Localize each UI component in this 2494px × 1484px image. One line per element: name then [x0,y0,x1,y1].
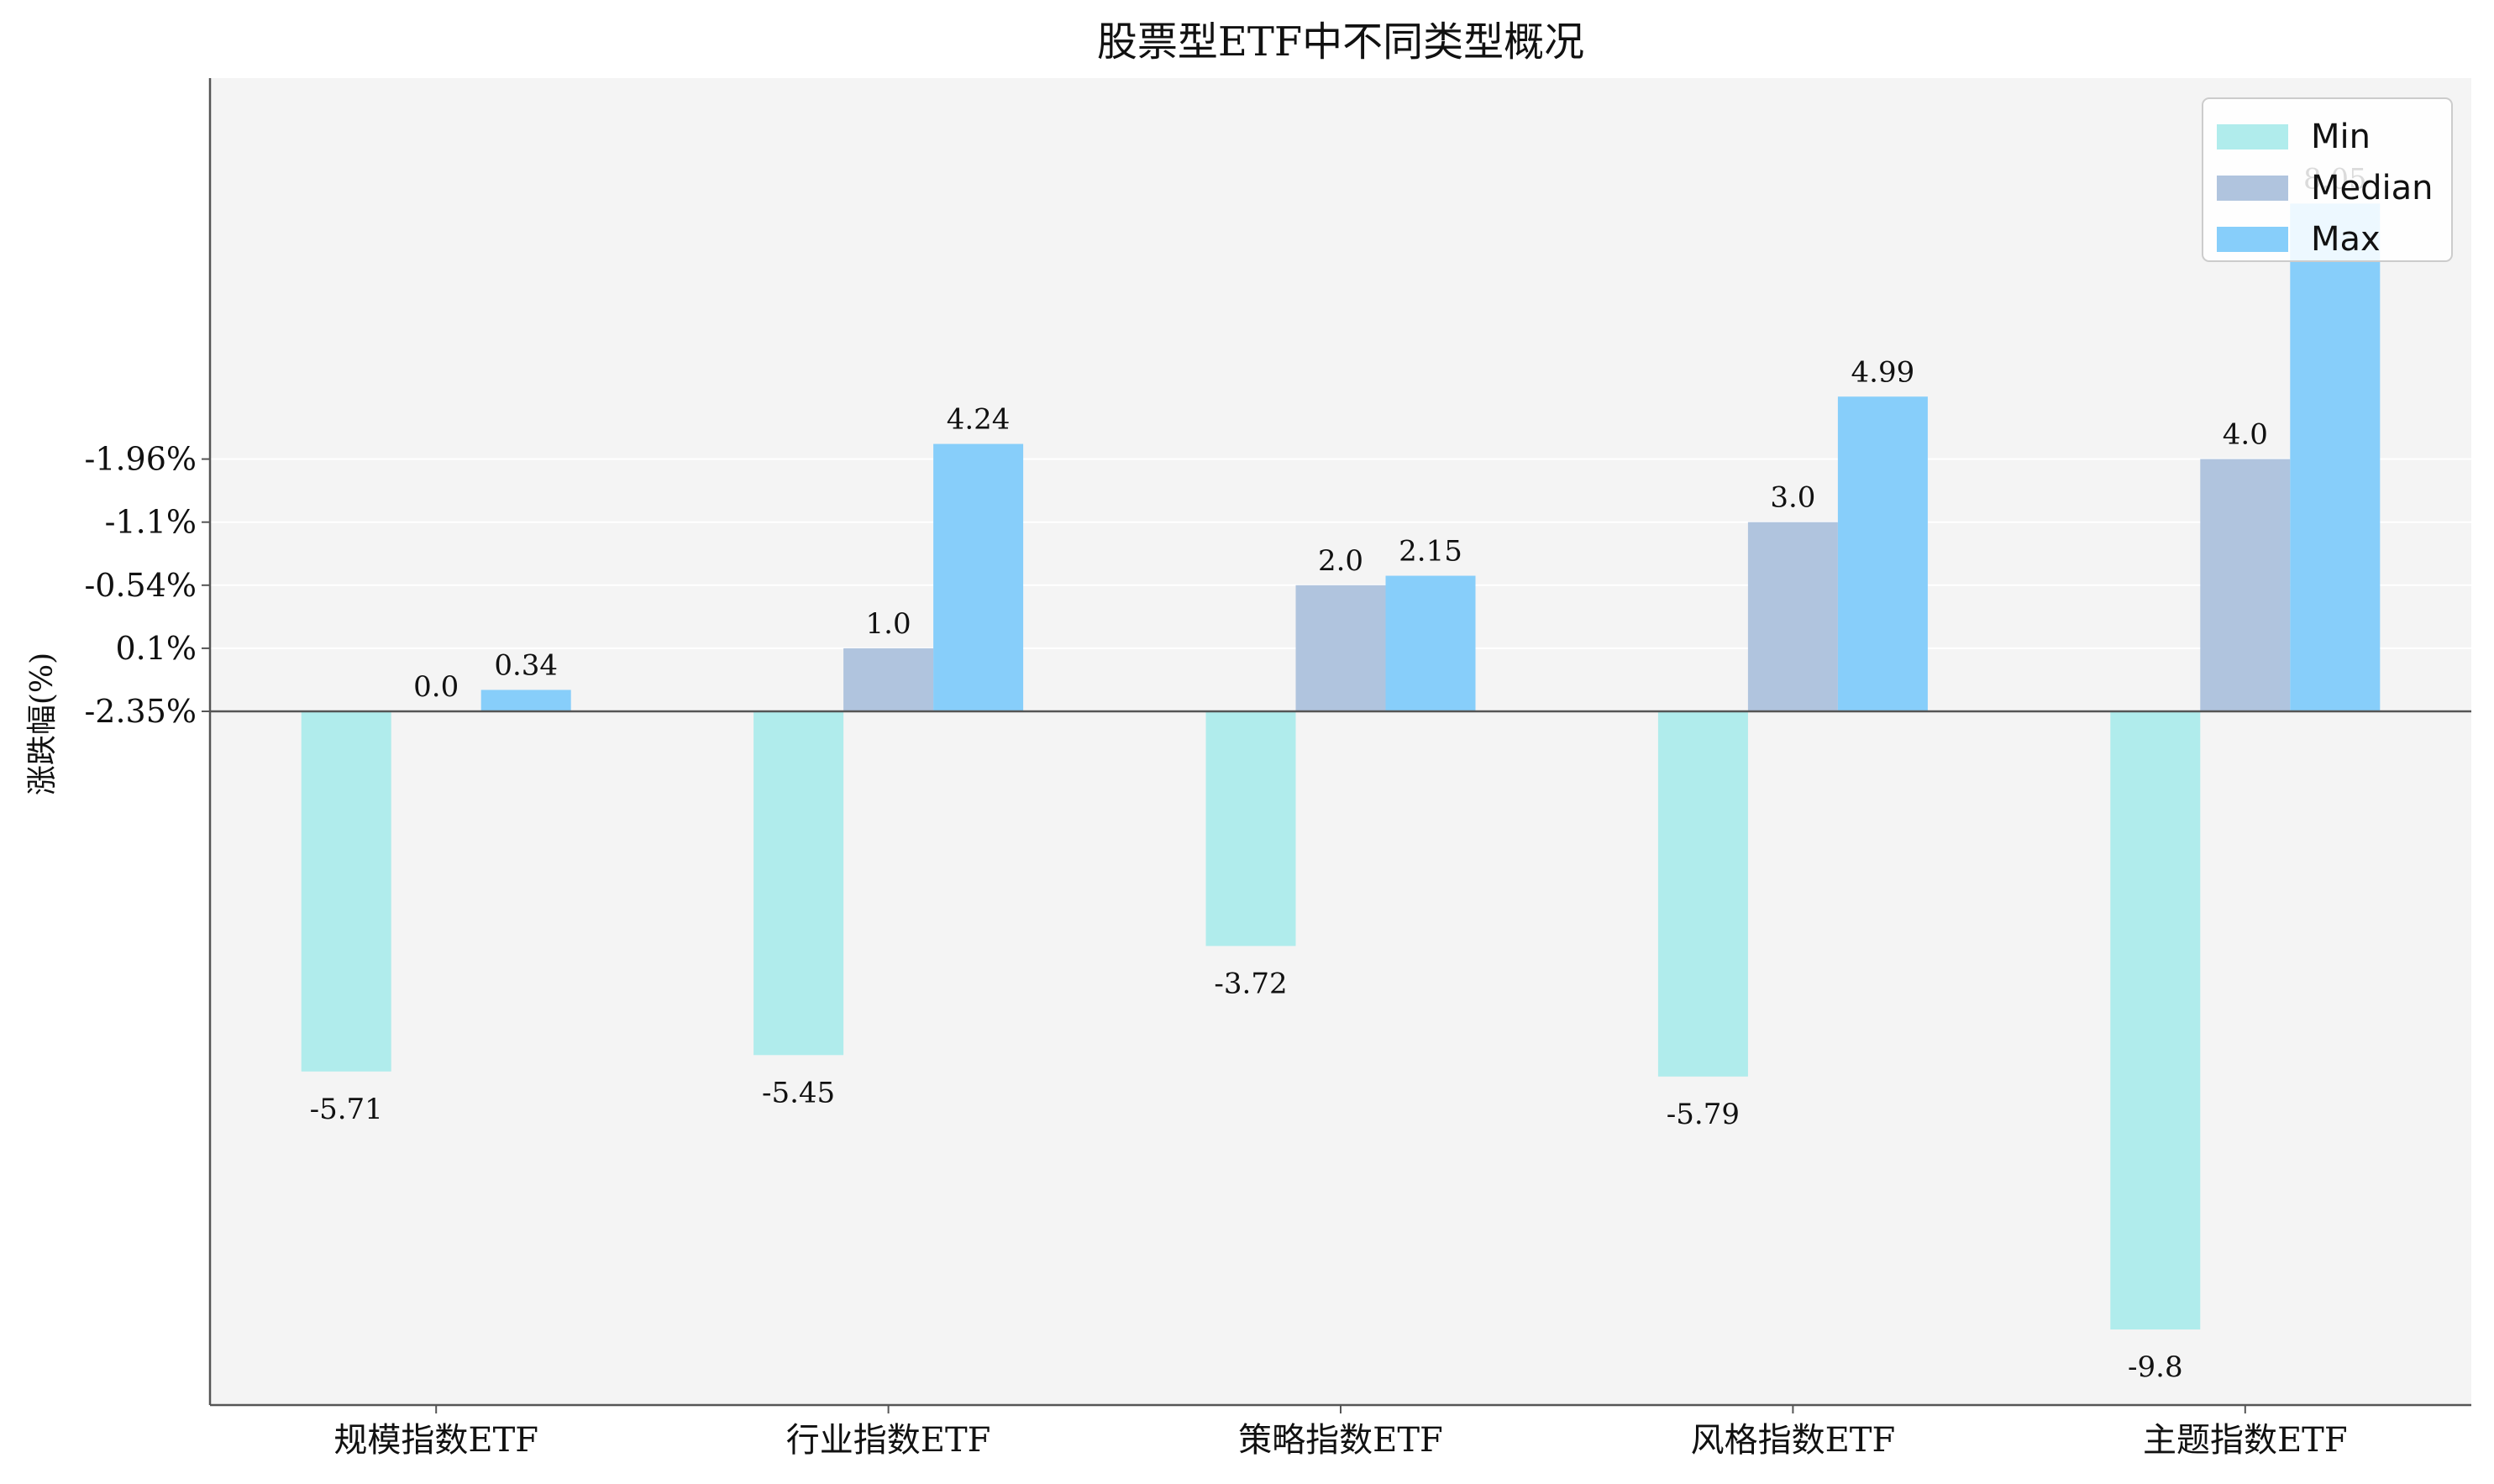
bar-max [480,690,571,711]
y-tick-label: -1.1% [105,504,197,541]
y-tick-label: -1.96% [84,441,197,478]
legend: Min Median Max [2202,97,2453,262]
bar-median [1747,522,1838,711]
bars [301,203,2381,1329]
data-label: 4.99 [1851,355,1915,389]
bar-min [2110,711,2201,1329]
bar-median [1295,585,1386,711]
data-label: 2.0 [1318,544,1363,578]
legend-label: Median [2311,169,2434,207]
x-tick-label: 主题指数ETF [2143,1421,2348,1460]
legend-swatch-min [2217,124,2288,149]
tick-labels: -2.35% 0.1% -0.54% -1.1% -1.96% 规模指数ETF 行业指数ET… [84,441,2347,1460]
bar-median [2200,459,2291,711]
bar-min [1657,711,1748,1077]
chart-title: 股票型ETF中不同类型概况 [1097,18,1584,66]
data-label: 4.24 [947,403,1011,437]
data-label: -3.72 [1214,967,1287,1000]
data-label: -9.8 [2128,1350,2183,1384]
y-axis-label: 涨跌幅(%) [25,653,60,795]
legend-label: Min [2311,118,2371,156]
x-tick-label: 风格指数ETF [1691,1421,1896,1460]
y-tick-label: 0.1% [115,630,197,667]
bar-min [301,711,391,1072]
bar-median [843,648,934,711]
bar-max [2290,203,2381,711]
data-label: 2.15 [1399,535,1462,569]
y-tick-label: -2.35% [84,693,197,730]
legend-label: Max [2311,220,2381,259]
data-label: -5.45 [762,1076,835,1109]
bar-min [1205,711,1296,947]
bar-max [1385,575,1476,711]
data-label: -5.71 [310,1093,383,1126]
legend-swatch-max [2217,227,2288,252]
legend-swatch-median [2217,176,2288,201]
axes [202,78,2471,1413]
x-tick-label: 行业指数ETF [786,1421,991,1460]
data-label: 0.0 [413,670,459,704]
data-label: 3.0 [1770,481,1815,515]
y-tick-label: -0.54% [84,567,197,604]
bar-max [1837,396,1928,711]
bar-min [753,711,844,1056]
x-tick-label: 规模指数ETF [333,1421,538,1460]
data-label: 1.0 [866,607,911,641]
data-label: 4.0 [2223,418,2268,452]
data-label: -5.79 [1667,1098,1740,1131]
data-label: 0.34 [494,648,558,682]
plot-area [210,78,2471,1405]
bar-max [933,443,1024,711]
x-tick-label: 策略指数ETF [1238,1421,1443,1460]
